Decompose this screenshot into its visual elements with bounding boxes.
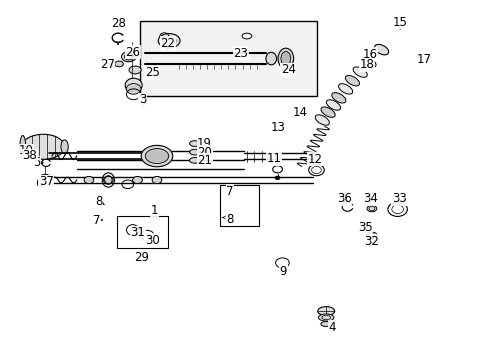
- Text: 37: 37: [39, 175, 54, 188]
- Ellipse shape: [115, 61, 123, 67]
- Ellipse shape: [124, 54, 133, 60]
- Text: 8: 8: [95, 195, 102, 208]
- Ellipse shape: [360, 222, 371, 228]
- Ellipse shape: [145, 149, 168, 163]
- Text: 14: 14: [292, 106, 307, 120]
- Ellipse shape: [189, 149, 200, 155]
- Bar: [140, 21, 317, 96]
- Text: 6: 6: [36, 177, 43, 190]
- Ellipse shape: [22, 134, 64, 159]
- Ellipse shape: [162, 36, 176, 45]
- Ellipse shape: [265, 52, 276, 65]
- Ellipse shape: [278, 48, 293, 69]
- Ellipse shape: [126, 84, 141, 94]
- Ellipse shape: [158, 33, 180, 48]
- Text: 32: 32: [364, 235, 379, 248]
- Text: 9: 9: [279, 265, 286, 278]
- Circle shape: [84, 176, 94, 184]
- Text: 38: 38: [22, 149, 37, 162]
- Circle shape: [152, 176, 162, 184]
- Text: 24: 24: [280, 63, 295, 76]
- Text: 36: 36: [336, 192, 351, 205]
- Text: 5: 5: [33, 156, 41, 169]
- Ellipse shape: [366, 205, 376, 212]
- Ellipse shape: [331, 93, 345, 103]
- Ellipse shape: [338, 84, 352, 94]
- Text: 26: 26: [125, 46, 140, 59]
- Ellipse shape: [345, 76, 359, 86]
- Circle shape: [275, 176, 280, 180]
- Ellipse shape: [315, 115, 329, 125]
- Text: 33: 33: [391, 192, 406, 205]
- Text: 7: 7: [93, 213, 100, 226]
- Ellipse shape: [352, 67, 366, 77]
- Text: 19: 19: [197, 137, 212, 150]
- Text: 35: 35: [357, 221, 372, 234]
- Bar: [220, 185, 259, 226]
- Text: 18: 18: [359, 58, 374, 72]
- Text: 7: 7: [226, 185, 233, 198]
- Text: 11: 11: [265, 152, 281, 165]
- Text: 22: 22: [160, 37, 175, 50]
- Text: 20: 20: [197, 146, 212, 159]
- Ellipse shape: [41, 174, 49, 179]
- Ellipse shape: [317, 307, 334, 316]
- Text: 30: 30: [144, 234, 159, 247]
- Text: 31: 31: [130, 226, 144, 239]
- Ellipse shape: [374, 44, 388, 55]
- Text: 21: 21: [197, 154, 212, 167]
- Ellipse shape: [325, 100, 340, 110]
- Text: 29: 29: [134, 251, 149, 264]
- Ellipse shape: [141, 145, 172, 167]
- Text: 1: 1: [150, 204, 158, 217]
- Text: 23: 23: [233, 47, 247, 60]
- Text: 17: 17: [416, 53, 431, 66]
- Text: 25: 25: [144, 66, 159, 79]
- Ellipse shape: [121, 52, 136, 62]
- Text: 15: 15: [392, 15, 407, 28]
- Text: 12: 12: [307, 153, 322, 166]
- Text: 28: 28: [110, 17, 125, 30]
- Ellipse shape: [125, 78, 142, 93]
- Ellipse shape: [366, 232, 376, 239]
- Text: 4: 4: [327, 321, 335, 334]
- Bar: [117, 216, 168, 248]
- Ellipse shape: [20, 135, 26, 158]
- Text: 16: 16: [362, 48, 377, 61]
- Ellipse shape: [361, 57, 375, 67]
- Ellipse shape: [281, 51, 290, 66]
- Text: 8: 8: [226, 213, 233, 226]
- Ellipse shape: [318, 314, 333, 321]
- Circle shape: [103, 176, 113, 184]
- Text: 27: 27: [100, 58, 115, 72]
- Text: 10: 10: [18, 144, 33, 157]
- Text: 34: 34: [363, 192, 378, 205]
- Text: 13: 13: [270, 121, 285, 134]
- Ellipse shape: [189, 157, 200, 163]
- Ellipse shape: [189, 141, 200, 147]
- Ellipse shape: [320, 321, 331, 327]
- Ellipse shape: [61, 140, 68, 154]
- Ellipse shape: [129, 66, 141, 74]
- Text: 3: 3: [139, 93, 146, 106]
- Ellipse shape: [321, 107, 335, 117]
- Circle shape: [132, 176, 142, 184]
